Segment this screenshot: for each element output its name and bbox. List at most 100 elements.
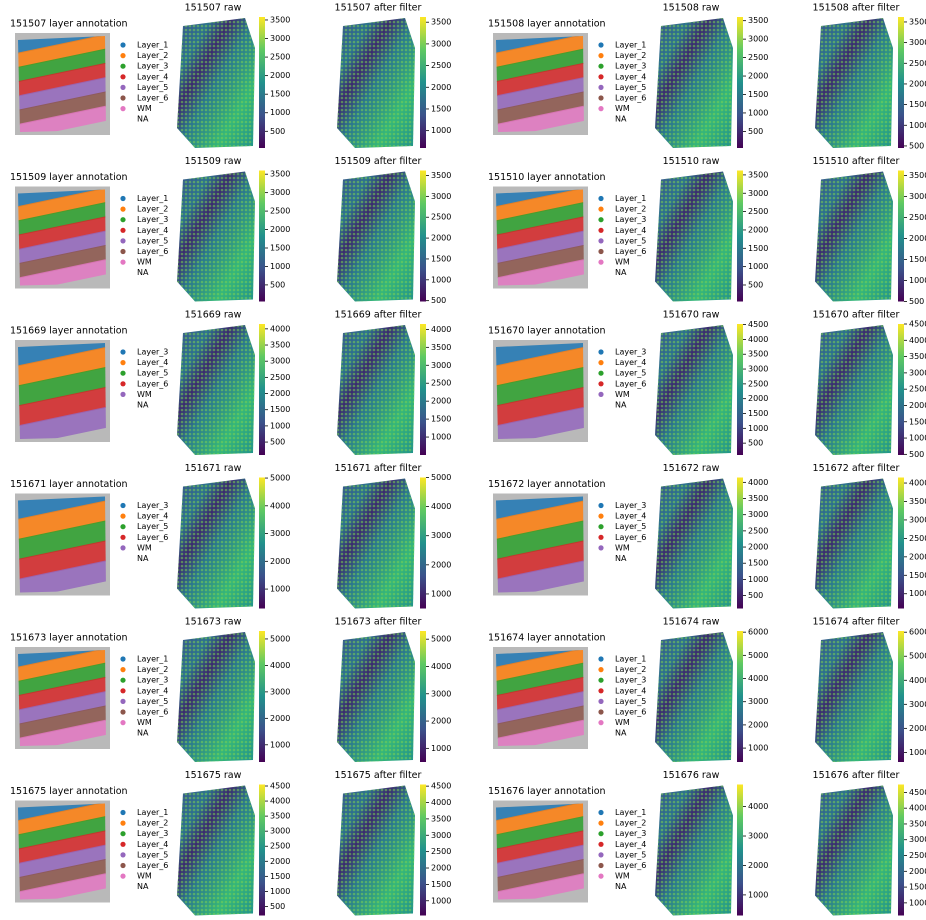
legend-marker	[598, 249, 603, 254]
colorbar-tick-label: 3500	[748, 170, 768, 179]
colorbar	[420, 785, 426, 916]
colorbar-tick-label: 2000	[909, 867, 926, 876]
legend-label: Layer_4	[137, 512, 168, 521]
colorbar-tick-label: 2000	[431, 234, 451, 243]
colorbar-tick-label: 2500	[748, 526, 768, 535]
legend-label: Layer_3	[615, 215, 646, 224]
colorbar-tick-label: 4000	[431, 662, 451, 671]
colorbar-tick-label: 4000	[909, 479, 926, 488]
plot-title: 151508 raw	[663, 3, 720, 14]
colorbar	[259, 785, 265, 916]
legend-marker	[120, 371, 125, 376]
legend-label: Layer_3	[137, 676, 168, 685]
colorbar-tick-label: 2500	[909, 851, 926, 860]
annotation-title: 151509 layer annotation	[10, 172, 128, 183]
colorbar-tick-label: 1500	[431, 880, 451, 889]
legend-marker	[598, 678, 603, 683]
legend-marker	[598, 524, 603, 529]
legend-marker	[598, 106, 603, 111]
legend-label: Layer_3	[615, 62, 646, 71]
colorbar-tick-label: 500	[909, 450, 924, 459]
legend-label: Layer_4	[615, 72, 646, 81]
colorbar-tick-label: 3000	[748, 365, 768, 374]
tissue-spots	[337, 18, 415, 148]
legend-label: WM	[137, 872, 152, 881]
legend-label: Layer_4	[615, 840, 646, 849]
colorbar-tick-label: 2000	[909, 79, 926, 88]
legend-marker	[598, 392, 603, 397]
legend-marker	[598, 709, 603, 714]
legend-label: NA	[615, 729, 627, 738]
annotation-title: 151673 layer annotation	[10, 633, 128, 644]
colorbar-tick-label: 1500	[909, 883, 926, 892]
colorbar-tick-label: 5000	[748, 651, 768, 660]
colorbar-tick-label: 2500	[270, 842, 290, 851]
legend-label: Layer_6	[137, 533, 168, 542]
colorbar-tick-label: 3000	[270, 687, 290, 696]
colorbar-tick-label: 3000	[270, 529, 290, 538]
colorbar	[259, 478, 265, 609]
tissue-spots	[177, 479, 255, 609]
legend-label: Layer_4	[137, 686, 168, 695]
legend-label: Layer_5	[615, 83, 646, 92]
legend-marker	[598, 74, 603, 79]
legend-marker	[598, 360, 603, 365]
colorbar-tick-label: 4500	[748, 320, 768, 329]
legend-marker	[598, 371, 603, 376]
colorbar-tick-label: 500	[748, 127, 763, 136]
colorbar-tick-label: 3000	[270, 827, 290, 836]
plot-title: 151670 after filter	[813, 310, 900, 321]
legend-marker	[598, 53, 603, 58]
legend-marker	[120, 863, 125, 868]
legend-label: Layer_5	[137, 850, 168, 859]
legend-marker	[120, 64, 125, 69]
colorbar-tick-label: 2000	[270, 71, 290, 80]
colorbar-tick-label: 500	[909, 297, 924, 306]
legend-label: Layer_3	[137, 62, 168, 71]
tissue-spots	[177, 18, 255, 148]
legend-marker	[120, 545, 125, 550]
plot-title: 151676 raw	[663, 770, 720, 781]
colorbar-tick-label: 4000	[270, 661, 290, 670]
legend-label: Layer_6	[615, 379, 646, 388]
legend-marker	[120, 524, 125, 529]
sample-panel: 151672 layer annotationLayer_3Layer_4Lay…	[488, 463, 926, 609]
plot-title: 151673 raw	[185, 617, 242, 628]
colorbar	[898, 171, 904, 302]
colorbar-tick-label: 2500	[748, 379, 768, 388]
colorbar	[420, 17, 426, 148]
colorbar-tick-label: 2000	[270, 714, 290, 723]
legend-label: Layer_5	[137, 369, 168, 378]
colorbar-tick-label: 2500	[270, 207, 290, 216]
legend-marker	[598, 85, 603, 90]
tissue-spots	[815, 172, 893, 302]
legend-label: Layer_2	[137, 205, 168, 214]
plot-title: 151507 raw	[185, 3, 242, 14]
colorbar-tick-label: 5000	[270, 474, 290, 483]
legend-marker	[598, 381, 603, 386]
sample-panel: 151674 layer annotationLayer_1Layer_2Lay…	[488, 617, 926, 763]
colorbar	[737, 171, 743, 302]
legend-marker	[120, 381, 125, 386]
tissue-spots	[655, 172, 733, 302]
colorbar-tick-label: 1000	[431, 275, 451, 284]
legend-marker	[598, 228, 603, 233]
legend-label: Layer_6	[137, 861, 168, 870]
colorbar-tick-label: 1000	[909, 748, 926, 757]
legend-marker	[120, 53, 125, 58]
colorbar-tick-label: 3000	[431, 361, 451, 370]
legend-label: WM	[615, 872, 630, 881]
colorbar-tick-label: 1500	[748, 90, 768, 99]
colorbar-tick-label: 5000	[431, 635, 451, 644]
colorbar-tick-label: 500	[270, 127, 285, 136]
plot-title: 151508 after filter	[813, 3, 900, 14]
legend-marker	[120, 74, 125, 79]
colorbar-tick-label: 500	[748, 280, 763, 289]
plot-title: 151671 after filter	[335, 463, 422, 474]
colorbar-tick-label: 3500	[909, 171, 926, 180]
colorbar-tick-label: 1000	[431, 126, 451, 135]
legend-label: Layer_1	[615, 41, 646, 50]
colorbar-tick-label: 3000	[431, 192, 451, 201]
colorbar-tick-label: 2000	[431, 397, 451, 406]
sample-panel: 151510 layer annotationLayer_1Layer_2Lay…	[488, 156, 926, 306]
